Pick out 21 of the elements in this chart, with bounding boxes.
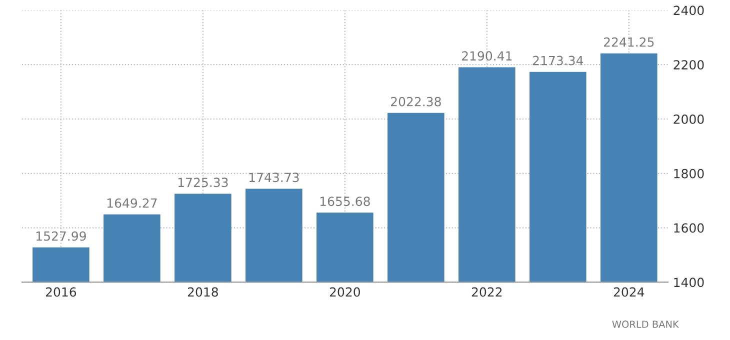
x-tick-label: 2022 <box>472 287 502 297</box>
y-tick-label: 1600 <box>674 223 704 233</box>
y-tick-label: 2000 <box>674 114 704 124</box>
data-label: 2190.41 <box>462 51 512 61</box>
y-tick-label: 1400 <box>674 278 704 288</box>
y-tick-label: 2400 <box>674 6 704 16</box>
data-label: 1743.73 <box>249 172 299 182</box>
data-label: 2241.25 <box>604 37 654 47</box>
data-label: 1527.99 <box>36 231 86 241</box>
x-tick-label: 2024 <box>614 287 644 297</box>
x-tick-label: 2018 <box>188 287 218 297</box>
x-tick-label: 2020 <box>330 287 360 297</box>
data-label: 2022.38 <box>390 96 441 106</box>
data-label: 1649.27 <box>107 198 157 208</box>
data-label: 2173.34 <box>532 56 584 66</box>
data-label: 1725.33 <box>178 178 228 188</box>
text: WORLD BANK <box>612 320 680 328</box>
data-label: 1655.68 <box>320 196 370 206</box>
x-tick-label: 2016 <box>46 287 76 297</box>
y-tick-label: 2200 <box>674 60 704 70</box>
y-tick-label: 1800 <box>674 168 704 178</box>
